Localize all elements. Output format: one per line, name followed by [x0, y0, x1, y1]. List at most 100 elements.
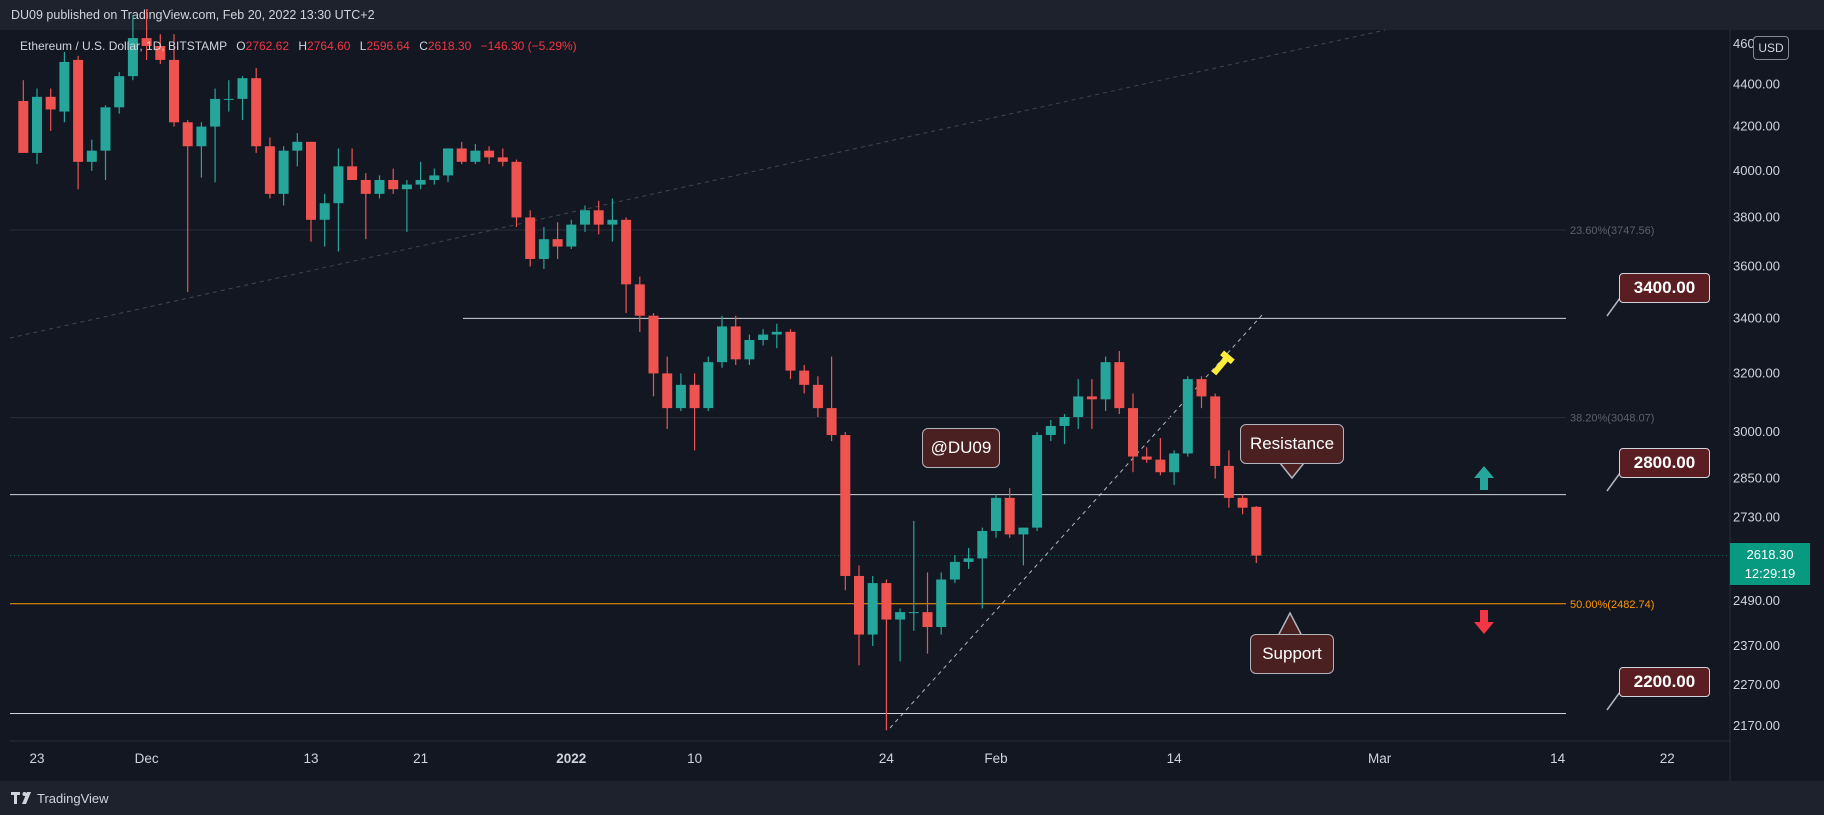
fib-label-0: 23.60%(3747.56)	[1570, 225, 1654, 237]
time-tick-3: 21	[413, 751, 428, 766]
candle-body	[662, 373, 673, 409]
candle-body	[127, 38, 138, 77]
candle-body	[785, 331, 796, 371]
candle-body	[1004, 497, 1015, 535]
candle-body	[566, 224, 577, 247]
candle-body	[141, 38, 152, 46]
candle-body	[1223, 465, 1234, 498]
candle-2021-12-03	[169, 34, 179, 127]
candle-2021-12-04	[182, 120, 193, 293]
candle-2022-01-28	[936, 572, 947, 635]
candle-body	[908, 612, 919, 614]
candle-2022-02-05	[1045, 419, 1056, 442]
candle-2021-12-06	[210, 88, 221, 183]
candle-body	[991, 497, 1001, 532]
footer-bar: TradingView	[0, 781, 1824, 815]
candle-body	[251, 78, 262, 147]
candle-2021-12-31	[552, 222, 563, 259]
candle-2021-12-09	[251, 67, 262, 153]
candle-body	[278, 150, 289, 194]
price-tick-4200: 4200.00	[1733, 119, 1780, 134]
candle-2021-12-30	[538, 227, 549, 270]
candle-body	[963, 558, 974, 562]
candle-body	[333, 166, 344, 204]
candle-2021-12-22	[429, 168, 440, 185]
candle-body	[1059, 416, 1070, 426]
candle-body	[429, 175, 440, 180]
candle-2022-01-30	[963, 548, 974, 569]
candle-2022-02-04	[1032, 432, 1043, 532]
candle-2022-02-09	[1100, 356, 1111, 412]
fib-levels: 23.60%(3747.56) 38.20%(3048.07) 50.00%(248…	[10, 225, 1654, 611]
candle-body	[196, 126, 207, 147]
candle-2022-01-04	[607, 198, 618, 242]
price-tick-3000: 3000.00	[1733, 424, 1780, 439]
price-tick-4000: 4000.00	[1733, 163, 1780, 178]
candle-2021-11-24	[45, 88, 56, 131]
resistance-callout: Resistance	[1240, 424, 1344, 464]
close-value: 2618.30	[427, 39, 472, 53]
candle-2022-01-15	[758, 329, 769, 346]
candle-2022-02-07	[1073, 379, 1084, 429]
candle-2022-01-01	[566, 219, 577, 250]
bar-countdown: 12:29:19	[1744, 566, 1796, 581]
currency-button[interactable]: USD	[1753, 36, 1789, 60]
published-text: DU09 published on TradingView.com, Feb 2…	[11, 8, 375, 22]
candle-body	[1155, 459, 1166, 473]
level-2200-label: 2200.00	[1619, 667, 1710, 697]
price-tick-4400: 4400.00	[1733, 76, 1780, 91]
time-axis: 23 Dec 13 21 2022 10 24 Feb 14 Mar 14 22	[29, 751, 1674, 766]
tradingview-logo-icon	[11, 792, 31, 804]
candle-body	[675, 384, 686, 409]
candle-body	[182, 122, 193, 147]
price-tick-3400: 3400.00	[1733, 310, 1780, 325]
candle-2022-01-23	[867, 575, 878, 646]
candle-body	[1032, 435, 1043, 528]
candle-body	[525, 217, 536, 259]
candle-2022-01-26	[908, 520, 919, 631]
candle-2021-12-02	[155, 34, 166, 64]
candle-body	[744, 340, 755, 360]
open-label: O	[236, 39, 246, 53]
candle-2022-02-08	[1086, 379, 1097, 429]
candle-2022-01-03	[593, 200, 604, 235]
candle-body	[717, 326, 727, 363]
candle-body	[497, 157, 508, 162]
candle-2022-02-20	[1251, 506, 1262, 564]
candle-body	[360, 179, 371, 194]
candle-body	[840, 435, 851, 576]
symbol-legend: Ethereum / U.S. Dollar, 1D, BITSTAMP O27…	[20, 39, 577, 53]
fib-label-1: 38.20%(3048.07)	[1570, 413, 1654, 425]
candle-body	[1100, 362, 1111, 400]
candle-body	[401, 184, 412, 190]
candle-2021-11-25	[59, 51, 70, 123]
candle-2022-01-08	[662, 356, 673, 429]
price-tick-2270: 2270.00	[1733, 677, 1780, 692]
candle-body	[210, 98, 221, 127]
candle-2021-12-13	[306, 141, 316, 242]
candle-body	[292, 141, 303, 151]
candle-2022-02-19	[1237, 494, 1248, 515]
candle-body	[237, 78, 248, 99]
candle-2022-01-29	[949, 554, 960, 584]
candle-2021-12-20	[401, 179, 412, 232]
candle-body	[223, 98, 234, 100]
candle-body	[1251, 506, 1262, 556]
tradingview-brand: TradingView	[37, 791, 109, 806]
candle-body	[593, 210, 604, 225]
candle-body	[634, 284, 645, 316]
candle-body	[1210, 396, 1221, 466]
time-tick-0: 23	[29, 751, 44, 766]
candle-2022-01-18	[799, 364, 810, 394]
candle-2021-11-29	[114, 72, 125, 114]
candle-body	[854, 575, 864, 635]
candle-2021-11-22	[18, 80, 29, 153]
candle-2022-02-02	[1004, 488, 1015, 538]
candle-body	[45, 96, 56, 110]
published-bar: DU09 published on TradingView.com, Feb 2…	[0, 0, 1824, 30]
candle-2022-01-25	[895, 608, 906, 662]
candle-body	[347, 166, 358, 180]
candle-2022-01-02	[580, 205, 590, 232]
level-3400-label: 3400.00	[1619, 273, 1710, 303]
